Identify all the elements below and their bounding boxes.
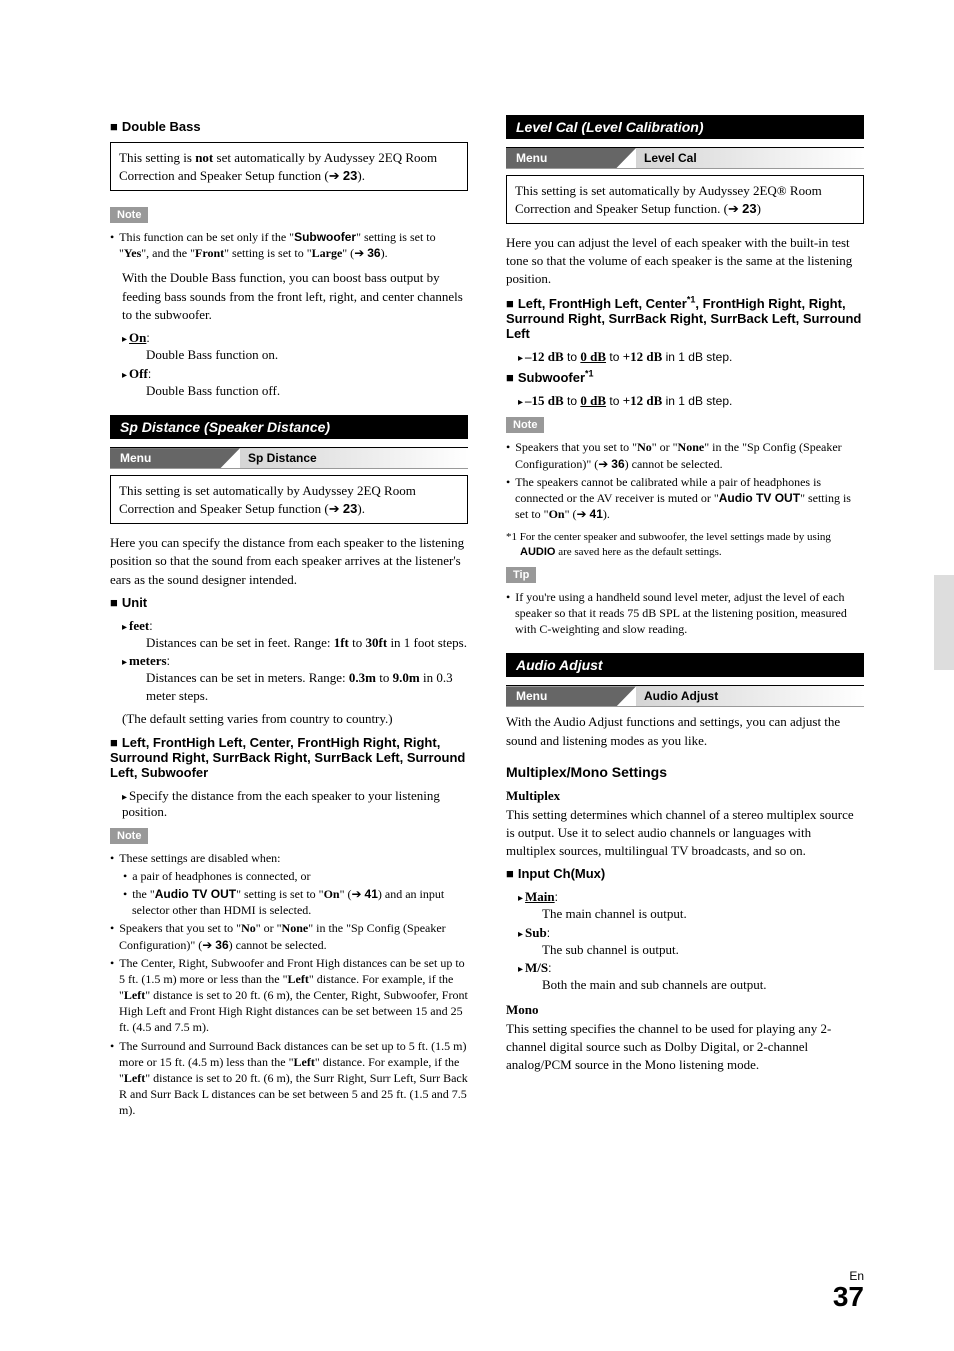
note-item: The Center, Right, Subwoofer and Front H… [110, 955, 468, 1036]
option-desc: Double Bass function off. [146, 382, 468, 400]
double-bass-notes: This function can be set only if the "Su… [110, 229, 468, 261]
multiplex-mono-heading: Multiplex/Mono Settings [506, 764, 864, 780]
multiplex-desc: This setting determines which channel of… [506, 806, 864, 861]
option-desc: The sub channel is output. [542, 941, 864, 959]
note-item: Speakers that you set to "No" or "None" … [110, 920, 468, 952]
range-text: –12 dB to 0 dB to +12 dB in 1 dB step. [518, 349, 864, 365]
menu-row: Menu Level Cal [506, 147, 864, 169]
level-cal-bar: Level Cal (Level Calibration) [506, 115, 864, 139]
option-label: feet: [122, 618, 468, 634]
option-main: Main: The main channel is output. [518, 889, 864, 923]
speakers-heading: ■Left, FrontHigh Left, Center, FrontHigh… [110, 735, 468, 780]
option-sub: Sub: The sub channel is output. [518, 925, 864, 959]
menu-value: Level Cal [636, 148, 864, 168]
default-note: (The default setting varies from country… [122, 710, 468, 728]
level-cal-box: This setting is set automatically by Aud… [506, 175, 864, 224]
tip-item: If you're using a handheld sound level m… [506, 589, 864, 638]
range-text: –15 dB to 0 dB to +12 dB in 1 dB step. [518, 393, 864, 409]
option-off: Off: Double Bass function off. [122, 366, 468, 400]
audio-adjust-bar: Audio Adjust [506, 653, 864, 677]
speakers-desc-row: Specify the distance from the each speak… [122, 788, 468, 820]
option-label: M/S: [518, 960, 864, 976]
multiplex-heading: Multiplex [506, 788, 864, 804]
note-item: Speakers that you set to "No" or "None" … [506, 439, 864, 471]
range-row: –12 dB to 0 dB to +12 dB in 1 dB step. [518, 349, 864, 365]
option-desc: Double Bass function on. [146, 346, 468, 364]
note-item: These settings are disabled when: [110, 850, 468, 866]
option-label: Sub: [518, 925, 864, 941]
note-badge: Note [110, 828, 148, 844]
note-item: a pair of headphones is connected, or [110, 868, 468, 884]
option-feet: feet: Distances can be set in feet. Rang… [122, 618, 468, 652]
menu-label: Menu [506, 686, 636, 706]
level-cal-tip: If you're using a handheld sound level m… [506, 589, 864, 638]
double-bass-desc: With the Double Bass function, you can b… [122, 269, 468, 324]
option-desc: The main channel is output. [542, 905, 864, 923]
sp-distance-notes: These settings are disabled when: a pair… [110, 850, 468, 1119]
menu-row: Menu Sp Distance [110, 447, 468, 469]
menu-value: Audio Adjust [636, 686, 864, 706]
note-badge: Note [110, 207, 148, 223]
footnote: *1 For the center speaker and subwoofer,… [506, 530, 864, 559]
note-item: The speakers cannot be calibrated while … [506, 474, 864, 523]
audio-adjust-intro: With the Audio Adjust functions and sett… [506, 713, 864, 749]
level-cal-intro: Here you can adjust the level of each sp… [506, 234, 864, 289]
option-label: Off: [122, 366, 468, 382]
sp-distance-intro: Here you can specify the distance from e… [110, 534, 468, 589]
option-desc: Distances can be set in meters. Range: 0… [146, 669, 468, 704]
note-badge: Note [506, 417, 544, 433]
sp-distance-box: This setting is set automatically by Aud… [110, 475, 468, 524]
menu-label: Menu [506, 148, 636, 168]
option-on: On: Double Bass function on. [122, 330, 468, 364]
option-ms: M/S: Both the main and sub channels are … [518, 960, 864, 994]
note-item: This function can be set only if the "Su… [110, 229, 468, 261]
double-bass-heading: ■Double Bass [110, 119, 468, 134]
heading-text: Subwoofer*1 [518, 370, 594, 385]
input-ch-heading: ■Input Ch(Mux) [506, 866, 864, 881]
note-item: the "Audio TV OUT" setting is set to "On… [110, 886, 468, 918]
option-meters: meters: Distances can be set in meters. … [122, 653, 468, 704]
heading-text: Left, FrontHigh Left, Center*1, FrontHig… [506, 296, 861, 341]
heading-text: Unit [122, 595, 147, 610]
right-column: Level Cal (Level Calibration) Menu Level… [506, 115, 864, 1127]
heading-text: Input Ch(Mux) [518, 866, 605, 881]
unit-heading: ■Unit [110, 595, 468, 610]
tip-badge: Tip [506, 567, 536, 583]
side-tab [934, 575, 954, 670]
menu-row: Menu Audio Adjust [506, 685, 864, 707]
option-desc: Distances can be set in feet. Range: 1ft… [146, 634, 468, 652]
subwoofer-heading: ■Subwoofer*1 [506, 369, 864, 385]
note-item: The Surround and Surround Back distances… [110, 1038, 468, 1119]
speakers-desc: Specify the distance from the each speak… [122, 788, 440, 819]
mono-desc: This setting specifies the channel to be… [506, 1020, 864, 1075]
option-label: Main: [518, 889, 864, 905]
option-desc: Both the main and sub channels are outpu… [542, 976, 864, 994]
range-row: –15 dB to 0 dB to +12 dB in 1 dB step. [518, 393, 864, 409]
double-bass-box: This setting is not set automatically by… [110, 142, 468, 191]
arrow-icon [122, 789, 129, 803]
two-column-layout: ■Double Bass This setting is not set aut… [110, 115, 864, 1127]
heading-text: Double Bass [122, 119, 201, 134]
heading-text: Left, FrontHigh Left, Center, FrontHigh … [110, 735, 465, 780]
page-num-value: 37 [833, 1281, 864, 1312]
menu-label: Menu [110, 448, 240, 468]
sp-distance-bar: Sp Distance (Speaker Distance) [110, 415, 468, 439]
menu-value: Sp Distance [240, 448, 468, 468]
left-column: ■Double Bass This setting is not set aut… [110, 115, 468, 1127]
option-label: meters: [122, 653, 468, 669]
lc-speakers-heading: ■Left, FrontHigh Left, Center*1, FrontHi… [506, 295, 864, 341]
page-number: En 37 [833, 1269, 864, 1311]
mono-heading: Mono [506, 1002, 864, 1018]
level-cal-notes: Speakers that you set to "No" or "None" … [506, 439, 864, 522]
option-label: On: [122, 330, 468, 346]
